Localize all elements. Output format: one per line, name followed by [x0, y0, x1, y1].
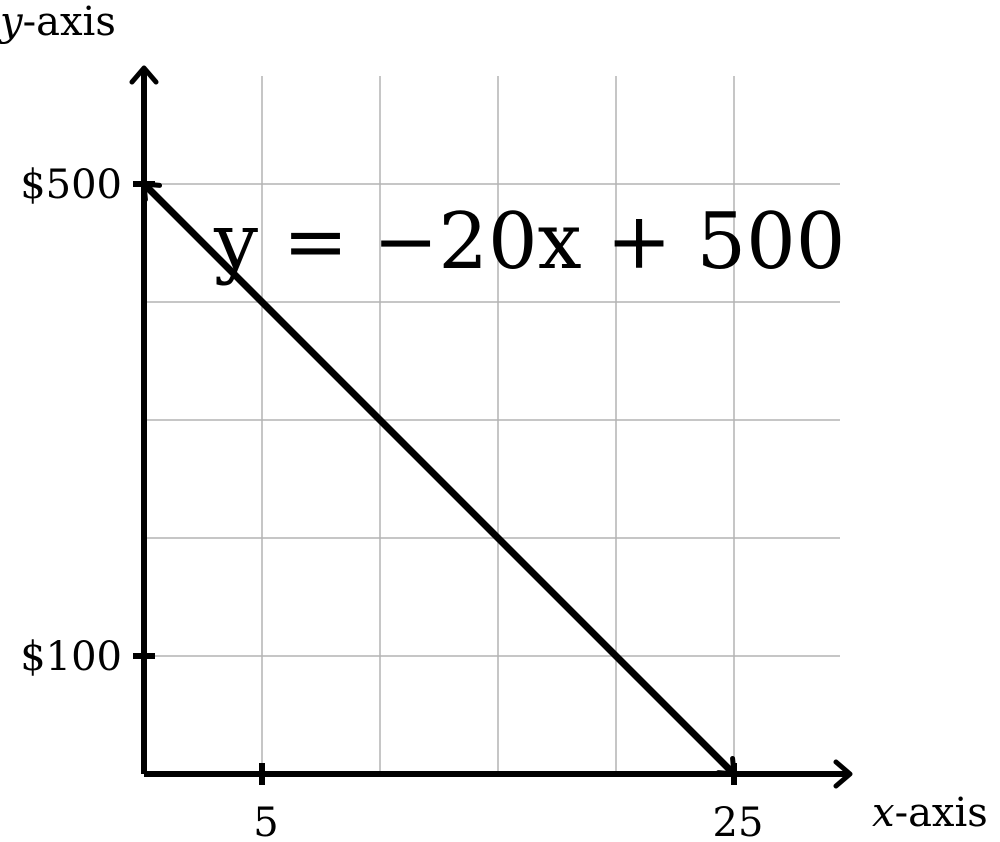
- x-axis-title-suffix: -axis: [895, 790, 988, 836]
- x-axis-arrow: [833, 759, 853, 789]
- x-tick-label: 25: [713, 800, 764, 842]
- y-tick-label: $100: [20, 634, 122, 680]
- x-tick-label: 5: [253, 800, 278, 842]
- x-axis-title-var: x: [872, 790, 895, 836]
- axes: [129, 65, 853, 789]
- series: [140, 180, 738, 778]
- x-axis-title: x-axis: [872, 790, 988, 836]
- series-arrowhead: [715, 755, 737, 777]
- equation-label: y = −20x + 500: [213, 197, 845, 287]
- y-axis-title: y-axis: [0, 0, 116, 45]
- y-axis-title-var: y: [0, 0, 24, 45]
- series-arrowhead: [141, 181, 163, 203]
- y-axis-title-suffix: -axis: [23, 0, 116, 45]
- y-tick-label: $500: [20, 162, 122, 208]
- grid: [144, 76, 840, 774]
- y-axis-arrow: [129, 65, 159, 85]
- series-line: [140, 180, 738, 778]
